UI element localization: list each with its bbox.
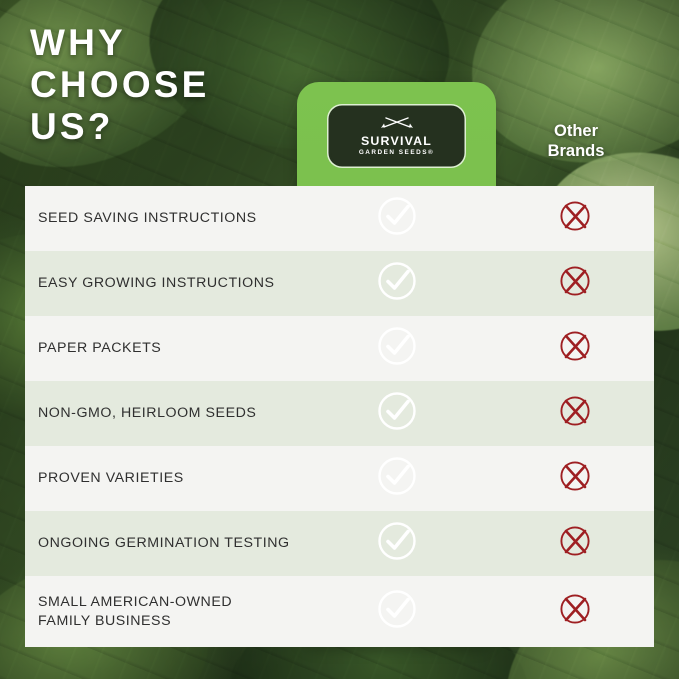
cross-circle-icon (558, 459, 592, 498)
other-brands-cross-cell (496, 329, 654, 368)
feature-label: NON-GMO, HEIRLOOM SEEDS (38, 405, 257, 422)
feature-label: SEED SAVING INSTRUCTIONS (38, 210, 257, 227)
feature-label: PROVEN VARIETIES (38, 470, 184, 487)
table-row: PROVEN VARIETIES (25, 446, 654, 511)
brand-logo-tagline: GARDEN SEEDS® (358, 149, 435, 156)
table-row: ONGOING GERMINATION TESTING (25, 511, 654, 576)
other-brands-cross-cell (496, 394, 654, 433)
brand-check-cell (297, 520, 496, 567)
cross-circle-icon (558, 394, 592, 433)
page-title: WHY CHOOSE US? (30, 22, 290, 147)
brand-check-cell (297, 455, 496, 502)
brand-check-cell (297, 588, 496, 635)
brand-check-cell (297, 260, 496, 307)
feature-label: EASY GROWING INSTRUCTIONS (38, 275, 275, 292)
check-circle-icon (376, 325, 418, 372)
cross-circle-icon (558, 199, 592, 238)
other-brands-cross-cell (496, 264, 654, 303)
table-row: SEED SAVING INSTRUCTIONS (25, 186, 654, 251)
check-circle-icon (376, 195, 418, 242)
check-circle-icon (376, 260, 418, 307)
check-circle-icon (376, 520, 418, 567)
other-brands-cross-cell (496, 459, 654, 498)
feature-label: ONGOING GERMINATION TESTING (38, 535, 290, 552)
cross-circle-icon (558, 329, 592, 368)
feature-label: PAPER PACKETS (38, 340, 162, 357)
page-title-line-1: WHY (30, 22, 126, 63)
brand-check-cell (297, 325, 496, 372)
other-brands-header-line-1: Other (553, 122, 598, 140)
feature-label-line-1: SMALL AMERICAN-OWNED (38, 593, 233, 610)
check-circle-icon (376, 390, 418, 437)
check-circle-icon (376, 588, 418, 635)
cross-circle-icon (558, 524, 592, 563)
table-row: PAPER PACKETS (25, 316, 654, 381)
table-row: NON-GMO, HEIRLOOM SEEDS (25, 381, 654, 446)
check-circle-icon (376, 455, 418, 502)
table-row: SMALL AMERICAN-OWNED FAMILY BUSINESS (25, 576, 654, 647)
other-brands-cross-cell (496, 199, 654, 238)
other-brands-column-header: Other Brands (497, 121, 655, 161)
feature-label: SMALL AMERICAN-OWNED FAMILY BUSINESS (25, 593, 297, 631)
feature-label-line-2: FAMILY BUSINESS (38, 612, 172, 629)
comparison-table: SEED SAVING INSTRUCTIONS (25, 186, 654, 647)
brand-logo-name: SURVIVAL (360, 133, 433, 148)
cross-circle-icon (558, 264, 592, 303)
brand-logo-badge: SURVIVAL GARDEN SEEDS® (331, 108, 462, 164)
crossed-shovel-rake-icon (377, 116, 417, 134)
other-brands-cross-cell (496, 524, 654, 563)
brand-check-cell (297, 390, 496, 437)
cross-circle-icon (558, 592, 592, 631)
page-title-line-2: CHOOSE (30, 63, 210, 105)
table-row: EASY GROWING INSTRUCTIONS (25, 251, 654, 316)
brand-check-cell (297, 195, 496, 242)
other-brands-header-line-2: Brands (547, 142, 605, 161)
page-title-line-3: US? (30, 105, 114, 147)
other-brands-cross-cell (496, 592, 654, 631)
